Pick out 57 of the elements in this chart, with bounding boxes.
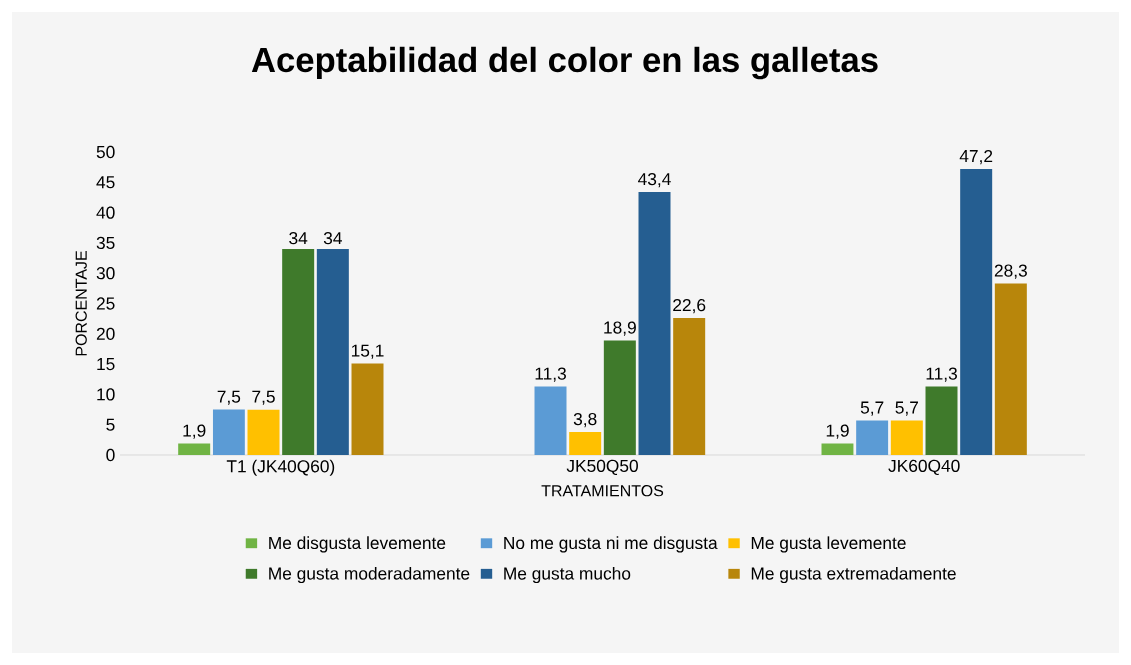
data-label: 11,3 xyxy=(535,367,566,382)
bar xyxy=(925,386,958,455)
bar xyxy=(821,443,854,455)
data-label: 22,6 xyxy=(673,299,706,314)
data-label: 18,9 xyxy=(604,321,636,336)
bar xyxy=(282,248,315,455)
y-tick-label: 35 xyxy=(96,236,115,250)
y-tick-label: 30 xyxy=(96,267,115,280)
x-tick-label: T1 (JK40Q60) xyxy=(226,459,335,476)
data-label: 11,3 xyxy=(926,367,957,382)
y-tick-label: 50 xyxy=(96,145,115,159)
bar xyxy=(534,386,567,455)
bar xyxy=(856,420,889,455)
y-tick-label: 0 xyxy=(106,448,115,462)
data-label: 5,7 xyxy=(895,401,919,416)
data-label: 15,1 xyxy=(351,344,384,359)
y-tick-label: 40 xyxy=(96,206,115,219)
y-tick-label: 45 xyxy=(96,176,115,189)
y-tick-label: 20 xyxy=(96,327,115,340)
legend-label: Me disgusta levemente xyxy=(269,536,446,553)
y-tick-label: 5 xyxy=(106,418,115,431)
legend-label: No me gusta ni me disgusta xyxy=(504,536,718,553)
legend-label: Me gusta moderadamente xyxy=(269,566,470,584)
bar xyxy=(212,409,245,455)
bar xyxy=(247,409,280,455)
x-tick-label: JK60Q40 xyxy=(888,459,960,476)
data-label: 7,5 xyxy=(217,390,241,405)
legend-label: Me gusta levemente xyxy=(751,536,906,553)
data-label: 1,9 xyxy=(826,424,849,439)
data-label: 3,8 xyxy=(573,412,597,428)
bar xyxy=(638,192,671,455)
y-axis-title: PORCENTAJE xyxy=(75,251,87,356)
bar xyxy=(569,431,602,455)
data-label: 34 xyxy=(289,231,308,245)
chart-title: Aceptabilidad del color en las galletas xyxy=(251,46,878,80)
data-label: 34 xyxy=(323,231,342,245)
data-label: 7,5 xyxy=(252,390,275,405)
bar xyxy=(994,283,1027,455)
bar xyxy=(351,363,384,455)
bar xyxy=(603,340,636,455)
data-label: 5,7 xyxy=(860,401,884,416)
bar xyxy=(890,420,923,455)
data-label: 43,4 xyxy=(638,172,671,188)
bar xyxy=(178,443,211,455)
y-tick-label: 25 xyxy=(96,297,115,310)
legend-label: Me gusta extremadamente xyxy=(751,566,956,584)
x-tick-label: JK50Q50 xyxy=(566,459,638,476)
y-tick-label: 10 xyxy=(97,388,115,401)
data-label: 28,3 xyxy=(994,264,1027,279)
x-axis-title: TRATAMIENTOS xyxy=(541,485,664,497)
y-tick-label: 15 xyxy=(97,358,115,371)
data-label: 47,2 xyxy=(959,149,993,165)
bar xyxy=(960,168,993,455)
bar xyxy=(673,318,706,455)
bar xyxy=(316,248,349,455)
legend-label: Me gusta mucho xyxy=(504,566,631,584)
data-label: 1,9 xyxy=(183,424,206,439)
